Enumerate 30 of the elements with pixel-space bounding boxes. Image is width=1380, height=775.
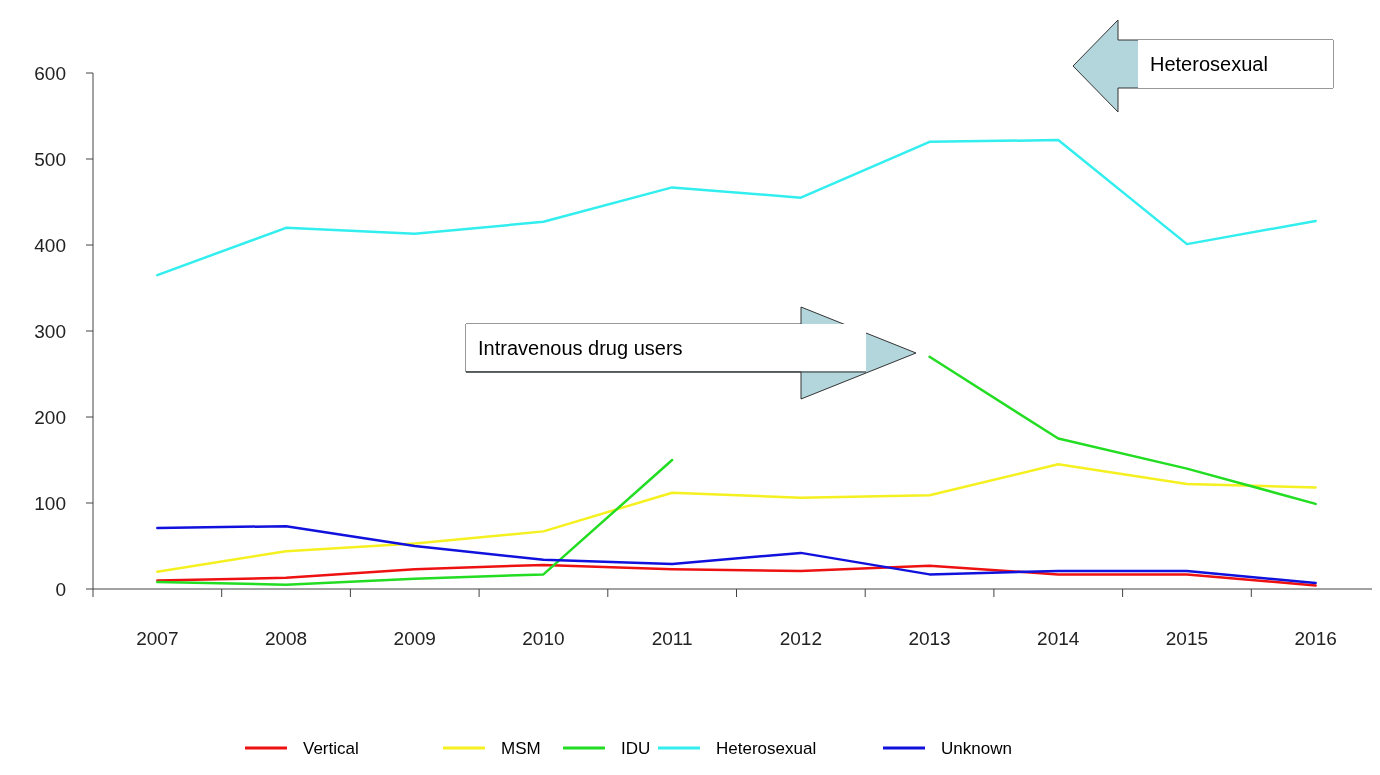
y-tick-label: 500 <box>34 148 66 170</box>
x-tick-label: 2008 <box>264 628 308 649</box>
x-tick-label: 2015 <box>1165 628 1209 649</box>
line-series <box>156 524 1317 585</box>
line-series <box>156 563 1317 587</box>
x-tick-label: 2010 <box>522 628 565 649</box>
x-tick-label: 2007 <box>136 628 179 649</box>
legend-label: IDU <box>621 738 651 758</box>
y-tick-label: 400 <box>34 234 66 256</box>
x-tick-label: 2009 <box>393 628 436 649</box>
y-tick-label: 600 <box>34 62 66 84</box>
legend-label: MSM <box>501 738 541 758</box>
x-tick-label: 2013 <box>908 628 951 649</box>
right-arrow-callout: Intravenous drug users <box>465 306 917 400</box>
y-tick-label: 100 <box>34 492 66 514</box>
line-series <box>156 463 1317 574</box>
x-tick-label: 2016 <box>1294 628 1337 649</box>
line-series <box>156 138 1317 277</box>
x-tick-label: 2014 <box>1037 628 1080 649</box>
annotation: Heterosexual <box>1150 53 1268 75</box>
x-tick-label: 2011 <box>651 628 693 649</box>
left-arrow-callout: Heterosexual <box>1072 19 1334 113</box>
annotation: Intravenous drug users <box>478 337 683 359</box>
y-tick-label: 300 <box>34 320 66 342</box>
y-tick-label: 0 <box>55 578 66 600</box>
y-tick-label: 200 <box>34 406 66 428</box>
legend-label: Heterosexual <box>716 738 817 758</box>
legend-label: Vertical <box>303 738 359 758</box>
x-tick-label: 2012 <box>779 628 822 649</box>
legend-label: Unknown <box>941 738 1012 758</box>
